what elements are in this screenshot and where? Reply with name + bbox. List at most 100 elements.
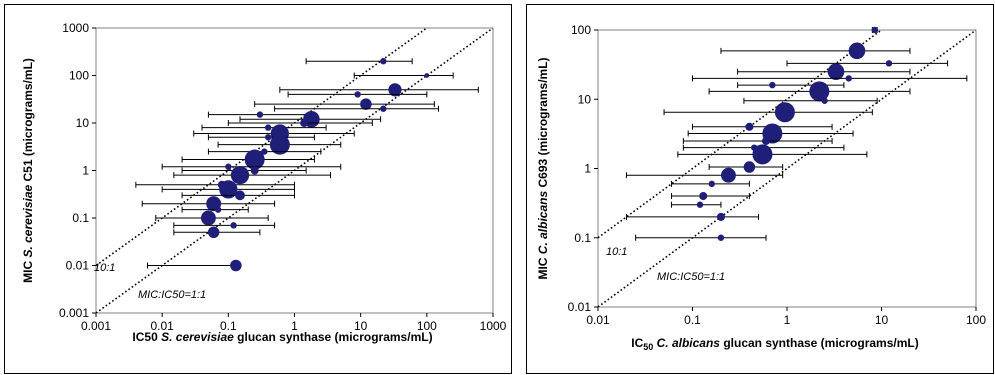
data-point-group: [181, 206, 249, 213]
data-point-group: [161, 163, 342, 170]
data-point-group: [181, 149, 315, 170]
data-point-group: [786, 60, 949, 67]
y-tick-label: 100: [69, 69, 89, 83]
data-point-group: [201, 124, 327, 131]
data-point: [769, 81, 776, 89]
data-point: [761, 136, 771, 145]
data-point: [250, 166, 259, 175]
x-tick-label: 10: [354, 319, 368, 333]
data-point-group: [692, 75, 968, 82]
data-point-group: [141, 196, 276, 212]
data-point: [380, 105, 387, 112]
data-point-group: [305, 58, 413, 65]
data-point-group: [635, 234, 767, 241]
data-point: [264, 124, 272, 131]
data-point: [264, 134, 272, 141]
data-point: [360, 98, 372, 110]
y-tick-label: 100: [571, 23, 591, 37]
x-tick-label: 0.01: [150, 319, 174, 333]
x-tick-label: 0.1: [684, 313, 701, 327]
data-point-group: [353, 72, 454, 79]
data-point: [809, 81, 830, 102]
y-axis-label: MIC C. albicans C693 (micrograms/mL): [536, 57, 550, 279]
data-point: [261, 148, 268, 155]
x-tick-label: 0.001: [81, 319, 111, 333]
data-point: [720, 167, 736, 183]
y-tick-label: 1: [584, 162, 591, 176]
left-chart-frame: [4, 4, 512, 374]
data-point: [230, 259, 242, 272]
data-point: [230, 165, 250, 185]
data-point-group: [871, 26, 879, 34]
data-point-group: [671, 180, 750, 188]
x-tick-label: 100: [417, 319, 437, 333]
x-tick-label: 1: [784, 313, 791, 327]
data-point: [214, 206, 222, 213]
data-point: [745, 122, 754, 131]
x-tick-label: 0.1: [220, 319, 237, 333]
y-tick-label: 1: [82, 164, 89, 178]
x-tick-label: 100: [966, 313, 986, 327]
data-point-group: [207, 148, 322, 155]
data-point-group: [287, 91, 428, 98]
data-point: [717, 234, 725, 241]
data-point-group: [173, 226, 261, 239]
y-tick-label: 0.01: [66, 259, 90, 273]
y-tick-label: 0.1: [72, 211, 89, 225]
reference-line-label: MIC:IC50=1:1: [657, 271, 725, 283]
data-point-group: [135, 180, 295, 189]
y-tick-label: 10: [578, 92, 592, 106]
data-point: [354, 91, 361, 98]
reference-line-label: MIC:IC50=1:1: [138, 289, 206, 301]
data-point-group: [625, 167, 784, 183]
data-point-group: [181, 190, 295, 201]
data-point-group: [671, 201, 722, 208]
data-point-group: [677, 144, 868, 165]
data-point: [225, 163, 232, 170]
y-tick-label: 0.001: [59, 306, 89, 320]
x-axis-label: IC50 S. cerevisiae glucan synthase (micr…: [132, 330, 432, 344]
data-point: [752, 144, 773, 165]
data-point-group: [708, 161, 784, 173]
right-scatter-chart: 10:1 MIC:IC50=1:1 0.01 0.1 1 10 100 0.01 0.1 1 10 1…: [536, 23, 986, 352]
data-point: [871, 26, 879, 34]
data-point-group: [217, 134, 342, 155]
data-point-group: [173, 165, 331, 185]
left-scatter-chart: 10:1 MIC:IC50=1:1 0.001 0.01 0.1 1 10 100 1000 0.…: [21, 21, 507, 344]
left-chart-panel: 10:1 MIC:IC50=1:1 0.001 0.01 0.1 1 10 100 1000 0.…: [4, 4, 512, 374]
data-point-group: [692, 122, 833, 131]
data-point: [244, 149, 265, 170]
data-point-group: [155, 210, 269, 226]
data-point: [845, 75, 852, 82]
data-point: [269, 134, 290, 155]
data-point-group: [274, 105, 439, 112]
y-tick-label: 0.01: [568, 300, 592, 314]
data-point-group: [682, 136, 833, 145]
data-point-group: [708, 81, 911, 102]
data-point-group: [173, 222, 276, 229]
y-tick-label: 10: [76, 116, 90, 130]
data-point: [696, 201, 704, 208]
reference-line-label: 10:1: [94, 262, 115, 274]
data-point: [708, 180, 715, 188]
data-point-group: [625, 212, 760, 221]
data-point-group: [743, 97, 878, 104]
data-point: [716, 212, 725, 221]
x-tick-label: 1000: [480, 319, 507, 333]
data-point-group: [279, 83, 479, 97]
x-tick-label: 10: [875, 313, 889, 327]
data-point: [743, 161, 756, 173]
data-point-group: [254, 98, 435, 110]
data-point-group: [161, 180, 295, 199]
y-tick-label: 0.1: [574, 231, 591, 245]
reference-line-label: 10:1: [606, 246, 627, 258]
data-point-group: [737, 63, 911, 80]
data-point-group: [227, 118, 373, 128]
right-chart-frame: [526, 4, 994, 374]
y-tick-label: 1000: [62, 21, 89, 35]
data-point: [827, 63, 845, 80]
data-point-group: [146, 259, 242, 272]
data-point: [424, 73, 430, 78]
data-point-group: [663, 102, 873, 123]
data-point-group: [207, 111, 315, 118]
